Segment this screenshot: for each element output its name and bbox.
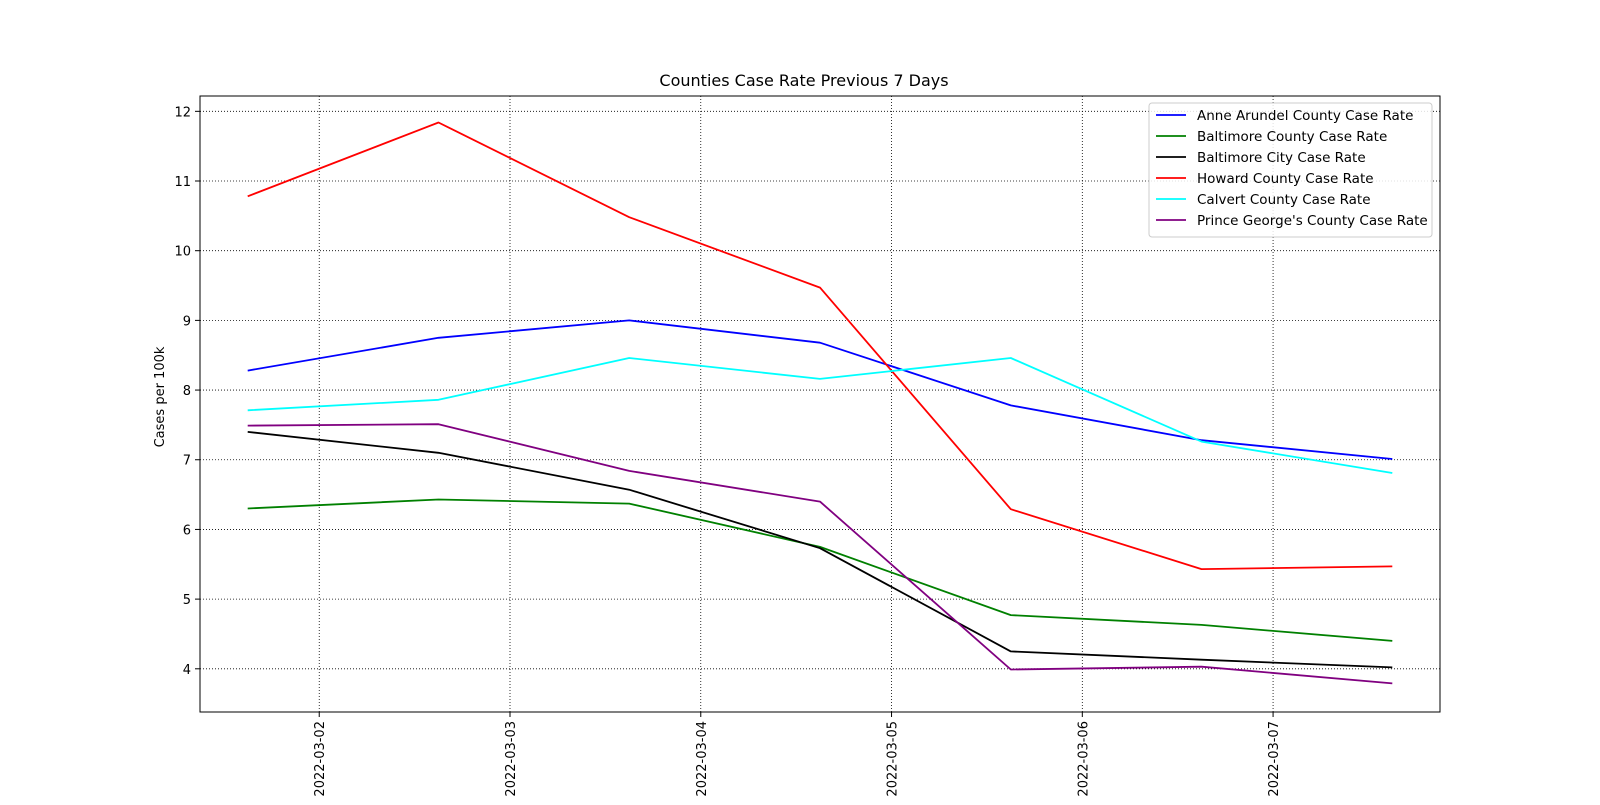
y-tick-label: 4 [183, 663, 191, 678]
y-tick-label: 8 [183, 384, 191, 399]
plot-area-frame [199, 95, 1441, 713]
y-tick-label: 10 [174, 245, 191, 260]
series-line-howard-county-case-rate [247, 121, 1393, 570]
x-tick-label: 2022-03-04 [695, 721, 710, 797]
series-line-prince-george-s-county-case-rate [247, 423, 1393, 685]
y-tick-label: 6 [183, 523, 191, 538]
legend-box [1148, 102, 1433, 238]
legend-label: Anne Arundel County Case Rate [1197, 108, 1413, 124]
axis-ticks: 4 5 6 7 8 9 10 11 12 2022-03-02 2022-03-03 2022-03-… [174, 105, 1282, 796]
legend-label: Baltimore City Case Rate [1197, 150, 1366, 166]
y-tick-label: 9 [183, 314, 191, 329]
legend-label: Prince George's County Case Rate [1197, 213, 1428, 229]
y-tick-label: 5 [183, 593, 191, 608]
series-line-baltimore-county-case-rate [247, 498, 1393, 642]
series-lines [247, 121, 1393, 685]
legend-label: Baltimore County Case Rate [1197, 129, 1387, 145]
x-tick-label: 2022-03-03 [504, 721, 519, 797]
legend-label: Calvert County Case Rate [1197, 192, 1371, 208]
series-line-calvert-county-case-rate [247, 357, 1393, 474]
x-tick-label: 2022-03-05 [886, 721, 901, 797]
y-tick-label: 7 [183, 454, 191, 469]
x-tick-label: 2022-03-06 [1076, 721, 1091, 797]
y-tick-label: 12 [174, 105, 191, 120]
y-axis-label: Cases per 100k [153, 346, 168, 447]
y-tick-label: 11 [174, 175, 191, 190]
series-line-anne-arundel-county-case-rate [247, 319, 1393, 460]
x-tick-label: 2022-03-02 [313, 721, 328, 797]
chart-title: Counties Case Rate Previous 7 Days [659, 71, 948, 90]
legend: Anne Arundel County Case Rate Baltimore C… [1148, 102, 1433, 238]
series-line-baltimore-city-case-rate [247, 431, 1393, 669]
x-tick-label: 2022-03-07 [1267, 721, 1282, 797]
legend-label: Howard County Case Rate [1197, 171, 1374, 187]
